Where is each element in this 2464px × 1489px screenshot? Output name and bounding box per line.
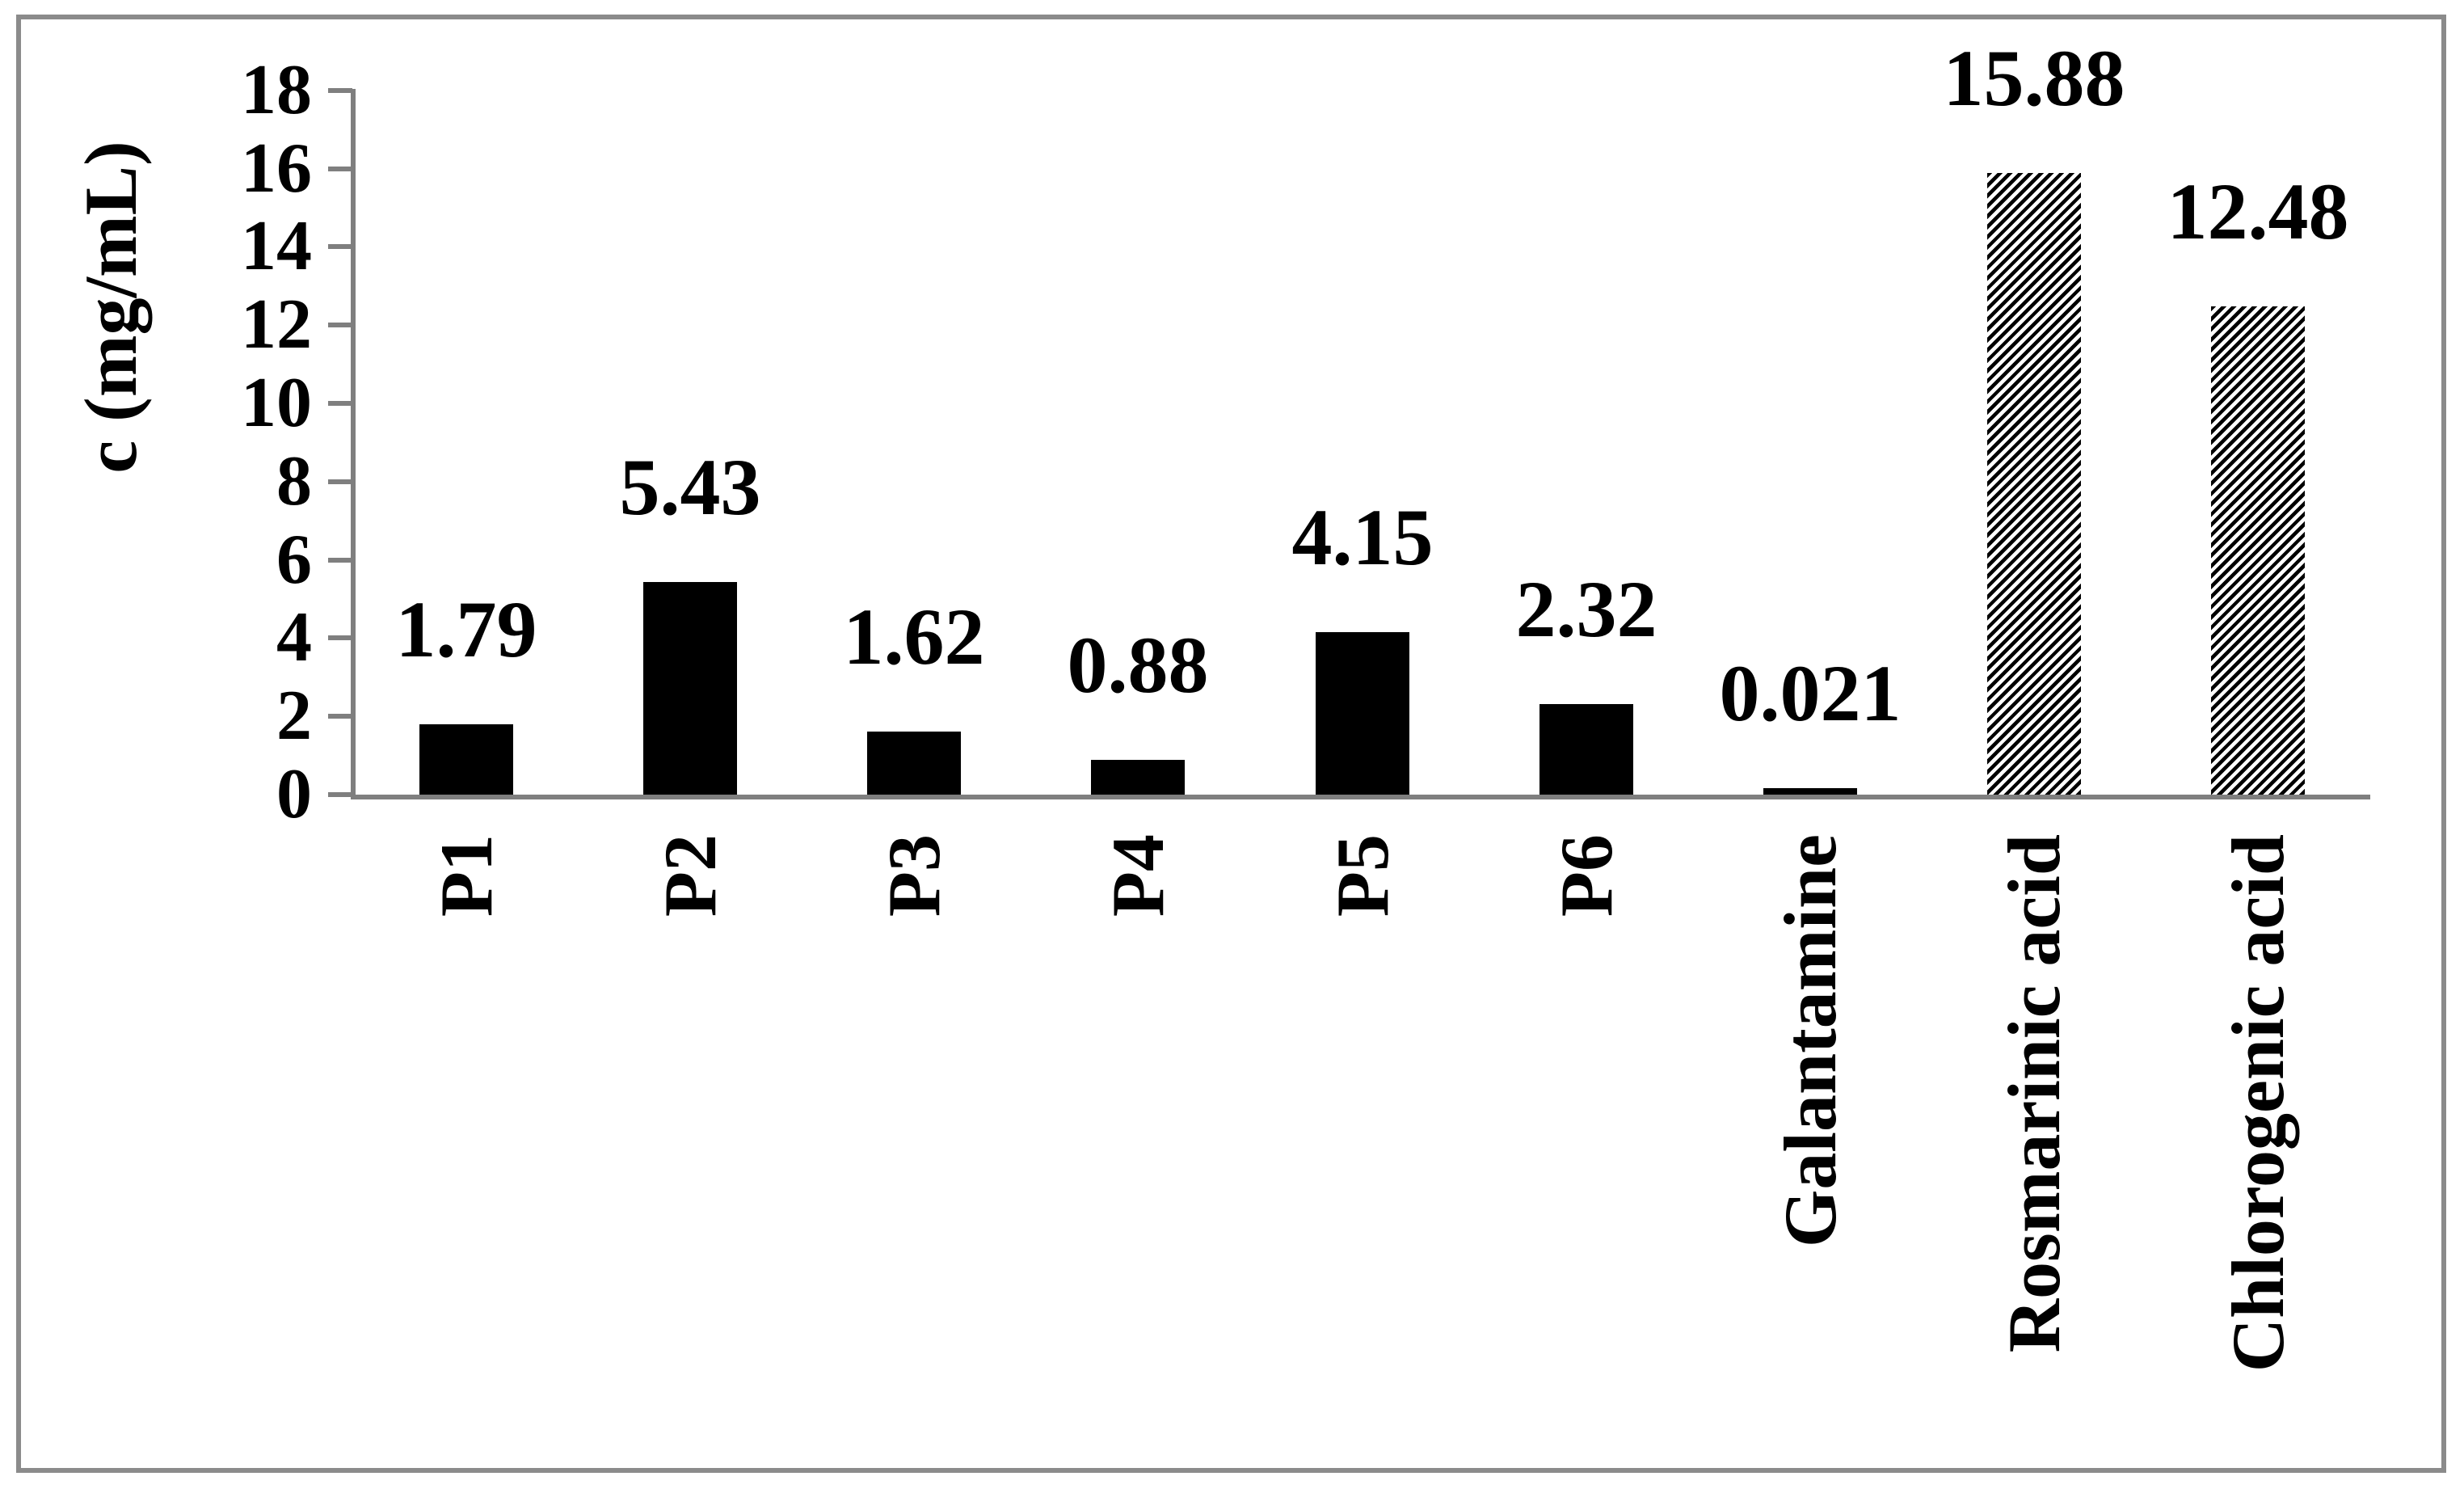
x-category-label: Galantamine <box>1769 834 1851 1248</box>
y-tick-mark <box>328 714 352 719</box>
y-tick-mark <box>328 558 352 563</box>
bar-value-label: 15.88 <box>1943 33 2125 123</box>
x-axis-line <box>351 795 2370 799</box>
y-tick-label: 6 <box>276 521 312 599</box>
x-category-label: P5 <box>1321 834 1404 917</box>
figure-border <box>16 15 2446 1473</box>
x-category-label: P6 <box>1545 834 1628 917</box>
y-axis-line <box>351 89 356 799</box>
x-category-label: P3 <box>873 834 955 917</box>
bar-p3 <box>867 732 961 795</box>
bar-p6 <box>1539 704 1633 795</box>
bar-p2 <box>643 582 737 795</box>
y-tick-label: 10 <box>241 364 312 442</box>
y-tick-mark <box>328 244 352 249</box>
bar-chlorogenic-acid <box>2211 306 2305 795</box>
y-tick-label: 4 <box>276 598 312 677</box>
y-tick-mark <box>328 635 352 640</box>
bar-value-label: 4.15 <box>1291 492 1434 582</box>
bar-value-label: 5.43 <box>619 442 761 532</box>
bar-rosmarinic-acid <box>1987 173 2081 795</box>
y-tick-mark <box>328 323 352 327</box>
x-category-label: P4 <box>1097 834 1179 917</box>
bar-p4 <box>1091 760 1185 795</box>
bar-p5 <box>1316 632 1409 795</box>
y-tick-mark <box>328 792 352 797</box>
y-tick-mark <box>328 88 352 93</box>
x-category-label: P2 <box>649 834 731 917</box>
y-tick-mark <box>328 479 352 484</box>
x-category-label: Chlorogenic acid <box>2217 834 2299 1373</box>
x-category-label: P1 <box>425 834 508 917</box>
bar-galantamine <box>1763 788 1857 795</box>
y-tick-label: 16 <box>241 129 312 208</box>
bar-value-label: 0.88 <box>1067 620 1209 710</box>
bar-value-label: 12.48 <box>2167 167 2349 256</box>
bar-value-label: 0.021 <box>1719 648 1902 738</box>
y-tick-mark <box>328 401 352 406</box>
bar-value-label: 1.62 <box>843 592 985 681</box>
y-tick-label: 2 <box>276 677 312 755</box>
bar-value-label: 1.79 <box>395 584 537 674</box>
y-tick-label: 0 <box>276 755 312 833</box>
bar-p1 <box>419 724 513 795</box>
y-tick-mark <box>328 167 352 171</box>
bar-value-label: 2.32 <box>1515 564 1657 654</box>
y-tick-label: 12 <box>241 285 312 364</box>
y-tick-label: 8 <box>276 442 312 521</box>
y-tick-label: 18 <box>241 51 312 129</box>
y-tick-label: 14 <box>241 207 312 285</box>
x-category-label: Rosmarinic acid <box>1993 834 2075 1353</box>
